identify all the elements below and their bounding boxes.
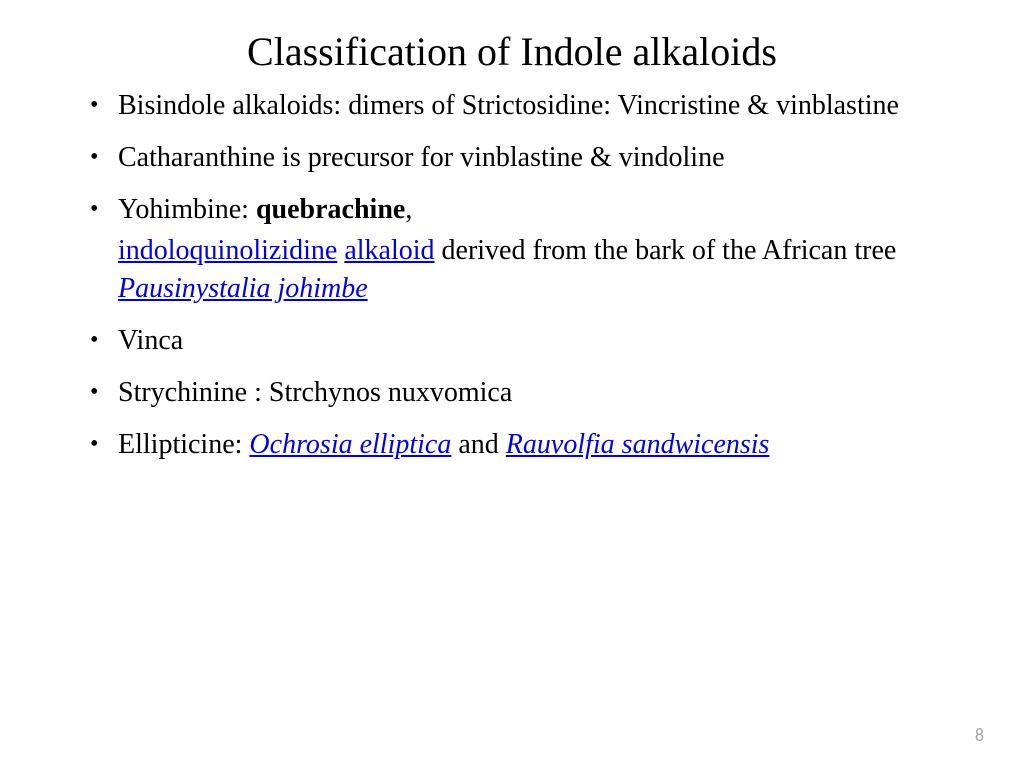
link-rauvolfia[interactable]: Rauvolfia sandwicensis — [506, 429, 770, 460]
bullet-subtext: indoloquinolizidine alkaloid derived fro… — [90, 232, 954, 308]
link-alkaloid[interactable]: alkaloid — [344, 235, 434, 266]
page-number: 8 — [975, 724, 984, 746]
bullet-item: Vinca — [90, 322, 954, 360]
bullet-text: Catharanthine is precursor for vinblasti… — [118, 142, 725, 173]
bullet-bold: quebrachine — [256, 194, 405, 225]
bullet-text: , — [405, 194, 412, 225]
bullet-list: Bisindole alkaloids: dimers of Strictosi… — [90, 87, 954, 463]
bullet-text: Strychinine : Strchynos nuxvomica — [118, 377, 512, 408]
bullet-item: Yohimbine: quebrachine, — [90, 191, 954, 229]
slide: Classification of Indole alkaloids Bisin… — [0, 0, 1024, 768]
link-indoloquinolizidine[interactable]: indoloquinolizidine — [118, 235, 337, 266]
bullet-item: Strychinine : Strchynos nuxvomica — [90, 374, 954, 412]
slide-title: Classification of Indole alkaloids — [0, 0, 1024, 87]
bullet-text: derived from the bark of the African tre… — [435, 235, 897, 266]
bullet-text: Yohimbine: — [118, 194, 256, 225]
bullet-item: Ellipticine: Ochrosia elliptica and Rauv… — [90, 426, 954, 464]
link-ochrosia[interactable]: Ochrosia elliptica — [249, 429, 451, 460]
bullet-text: Bisindole alkaloids: dimers of Strictosi… — [118, 90, 899, 121]
bullet-text: Ellipticine: — [118, 429, 249, 460]
bullet-text: and — [451, 429, 505, 460]
bullet-text: Vinca — [118, 325, 183, 356]
slide-content: Bisindole alkaloids: dimers of Strictosi… — [0, 87, 1024, 463]
bullet-item: Bisindole alkaloids: dimers of Strictosi… — [90, 87, 954, 125]
bullet-item: Catharanthine is precursor for vinblasti… — [90, 139, 954, 177]
link-pausinystalia[interactable]: Pausinystalia johimbe — [118, 273, 368, 304]
